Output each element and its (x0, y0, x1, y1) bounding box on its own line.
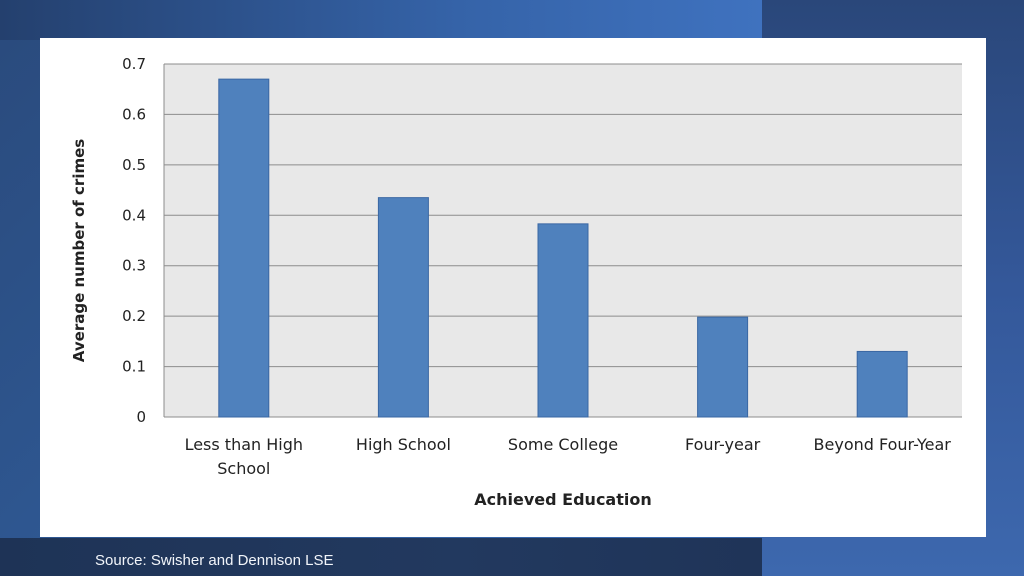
y-tick-label: 0 (136, 408, 146, 426)
bar (537, 223, 589, 418)
x-tick-label: Four-year (685, 435, 761, 454)
background-band-top (0, 0, 762, 40)
bar (856, 350, 908, 418)
x-tick-label: Some College (508, 435, 618, 454)
bar (218, 78, 270, 418)
chart-panel: 0 0.1 0.2 0.3 0.4 0.5 0.6 0.7 Less than High Scho… (40, 38, 986, 537)
y-axis-title: Average number of crimes (70, 139, 88, 362)
y-tick-label: 0.6 (122, 105, 146, 123)
bar-chart: 0 0.1 0.2 0.3 0.4 0.5 0.6 0.7 Less than High Scho… (70, 55, 962, 509)
source-caption: Source: Swisher and Dennison LSE (95, 552, 334, 569)
x-tick-label: Less than High (185, 435, 303, 454)
x-tick-label: High School (356, 435, 451, 454)
background-band-bottom (0, 538, 762, 576)
y-tick-label: 0.4 (122, 206, 146, 224)
y-tick-label: 0.7 (122, 55, 146, 73)
bar (697, 316, 749, 418)
y-tick-label: 0.3 (122, 257, 146, 275)
x-tick-label: Beyond Four-Year (814, 435, 952, 454)
y-tick-label: 0.2 (122, 307, 146, 325)
y-tick-label: 0.1 (122, 358, 146, 376)
bar (377, 197, 429, 418)
y-tick-label: 0.5 (122, 156, 146, 174)
x-axis-title: Achieved Education (474, 490, 651, 509)
x-tick-label: School (217, 459, 270, 478)
